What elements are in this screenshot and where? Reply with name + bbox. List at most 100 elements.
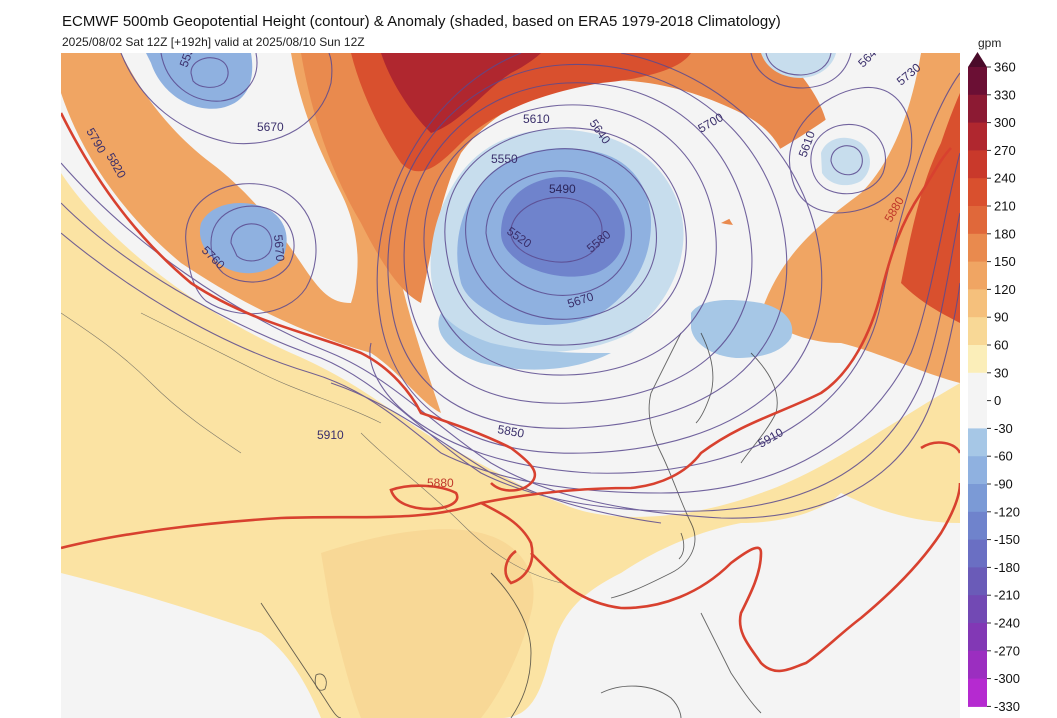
contour-5670 — [387, 63, 788, 429]
colorbar-tick-label: -210 — [994, 588, 1020, 603]
anomaly-area-top-right-low — [761, 53, 836, 78]
contour-label: 5880 — [427, 476, 454, 490]
contour-ne-5640 — [788, 86, 913, 214]
contour-label: 5910 — [756, 425, 786, 451]
colorbar-tick-label: -60 — [994, 449, 1013, 464]
colorbar-tick-label: -30 — [994, 421, 1013, 436]
coastline-korea — [695, 332, 714, 424]
colorbar-swatches — [968, 52, 987, 707]
contour-label: 5490 — [549, 182, 576, 196]
colorbar-swatch — [968, 511, 987, 541]
chart-subtitle: 2025/08/02 Sat 12Z [+192h] valid at 2025… — [62, 35, 365, 49]
colorbar-swatch — [968, 206, 987, 235]
colorbar-swatch — [968, 567, 987, 596]
colorbar-swatch — [968, 67, 987, 96]
colorbar-tick-label: 330 — [994, 87, 1016, 102]
coastline-border-3 — [61, 312, 242, 454]
colorbar-swatch — [968, 345, 987, 374]
colorbar-tick-label: 240 — [994, 171, 1016, 186]
colorbar-swatch — [968, 317, 987, 346]
colorbar-tick-label: 30 — [994, 365, 1008, 380]
contour-5490 — [510, 197, 603, 263]
anomaly-area-darkred-north — [381, 53, 541, 133]
anomaly-area-central-low-core — [501, 177, 625, 277]
colorbar-tick-label: 150 — [994, 254, 1016, 269]
colorbar-tick-label: -90 — [994, 477, 1013, 492]
coastline-indochina — [490, 572, 532, 718]
contour-west-low-mid — [210, 205, 295, 283]
contour-label: 564 — [855, 53, 879, 70]
anomaly-area-japan-low — [691, 300, 793, 358]
contour-5610 — [423, 104, 717, 376]
contour-5730 — [369, 72, 960, 474]
colorbar-top-triangle — [968, 52, 987, 67]
contour-top-low-2 — [750, 53, 852, 89]
map-panel: 5550 5490 5520 5580 5610 5640 5700 5610 … — [61, 53, 960, 718]
anomaly-area-yellow-main — [61, 173, 960, 718]
contour-nw-low-outer — [160, 53, 258, 102]
colorbar-tick-label: -180 — [994, 560, 1020, 575]
contour-5640 — [403, 82, 753, 404]
contour-label: 5910 — [317, 428, 344, 442]
colorbar-canvas: 3603303002702402101801501209060300-30-60… — [968, 52, 1020, 714]
contour-5550 — [465, 148, 658, 320]
coastline-taiwan — [678, 532, 685, 560]
colorbar-tick-label: 90 — [994, 310, 1008, 325]
contour-label: 5550 — [491, 152, 518, 166]
colorbar-tick-label: 0 — [994, 393, 1001, 408]
contour-5880-south — [61, 147, 952, 550]
contour-west-low-outer — [185, 183, 317, 315]
colorbar-tick-label: 60 — [994, 338, 1008, 353]
contour-5850 — [330, 382, 662, 524]
colorbar-tick-label: 180 — [994, 226, 1016, 241]
contour-label: 5670 — [257, 120, 284, 134]
contour-label: 5850 — [496, 422, 525, 440]
contour-west-low-inner — [230, 223, 273, 262]
contour-5790 — [61, 202, 960, 512]
colorbar: gpm 360 330 300 270 240 210 180 150 120 90 60 30 0 -3… — [960, 36, 1057, 718]
anomaly-area-nw-low — [146, 53, 253, 109]
colorbar-swatch — [968, 372, 987, 402]
contour-nw-5670 — [120, 53, 333, 145]
colorbar-swatch — [968, 178, 987, 207]
contour-5880-main-west — [61, 112, 537, 492]
colorbar-swatch — [968, 428, 987, 457]
colorbar-swatch — [968, 484, 987, 513]
height-contours — [61, 53, 960, 524]
contour-label: 5610 — [523, 112, 550, 126]
coastline-philippines — [700, 612, 762, 714]
contour-5880-sea — [530, 482, 960, 673]
contour-label: 5700 — [696, 110, 726, 136]
colorbar-swatch — [968, 94, 987, 124]
anomaly-area-yellow-far-south — [321, 529, 534, 718]
contour-5880-loop — [389, 484, 459, 511]
colorbar-unit: gpm — [978, 36, 1002, 50]
anomaly-shading — [61, 53, 960, 718]
colorbar-swatch — [968, 233, 987, 263]
contour-top-low — [765, 53, 832, 76]
colorbar-swatch — [968, 539, 987, 568]
contour-5580 — [444, 127, 687, 346]
colorbar-tick-label: -300 — [994, 671, 1020, 686]
colorbar-swatch — [968, 150, 987, 179]
colorbar-swatch — [968, 595, 987, 624]
coastline-border-2 — [360, 432, 562, 584]
contour-5880-south-lower — [480, 501, 534, 585]
colorbar-swatch — [968, 400, 987, 429]
anomaly-area-west-neutral — [121, 53, 358, 303]
subtropical-high-contour — [61, 112, 960, 673]
anomaly-area-west-low — [199, 203, 287, 274]
coastline-borneo — [600, 685, 682, 718]
colorbar-swatch — [968, 289, 987, 318]
colorbar-tick-label: 360 — [994, 60, 1016, 75]
map-canvas: 5550 5490 5520 5580 5610 5640 5700 5610 … — [61, 53, 960, 718]
colorbar-swatch — [968, 456, 987, 485]
contour-5520 — [485, 170, 632, 296]
contour-5880-ne-loop — [920, 441, 960, 454]
colorbar-tick-label: -240 — [994, 616, 1020, 631]
contour-ne-low-outer — [810, 123, 887, 195]
colorbar-swatch — [968, 623, 987, 652]
colorbar-swatch — [968, 650, 987, 680]
colorbar-tick-label: 270 — [994, 143, 1016, 158]
colorbar-tick-label: -150 — [994, 532, 1020, 547]
